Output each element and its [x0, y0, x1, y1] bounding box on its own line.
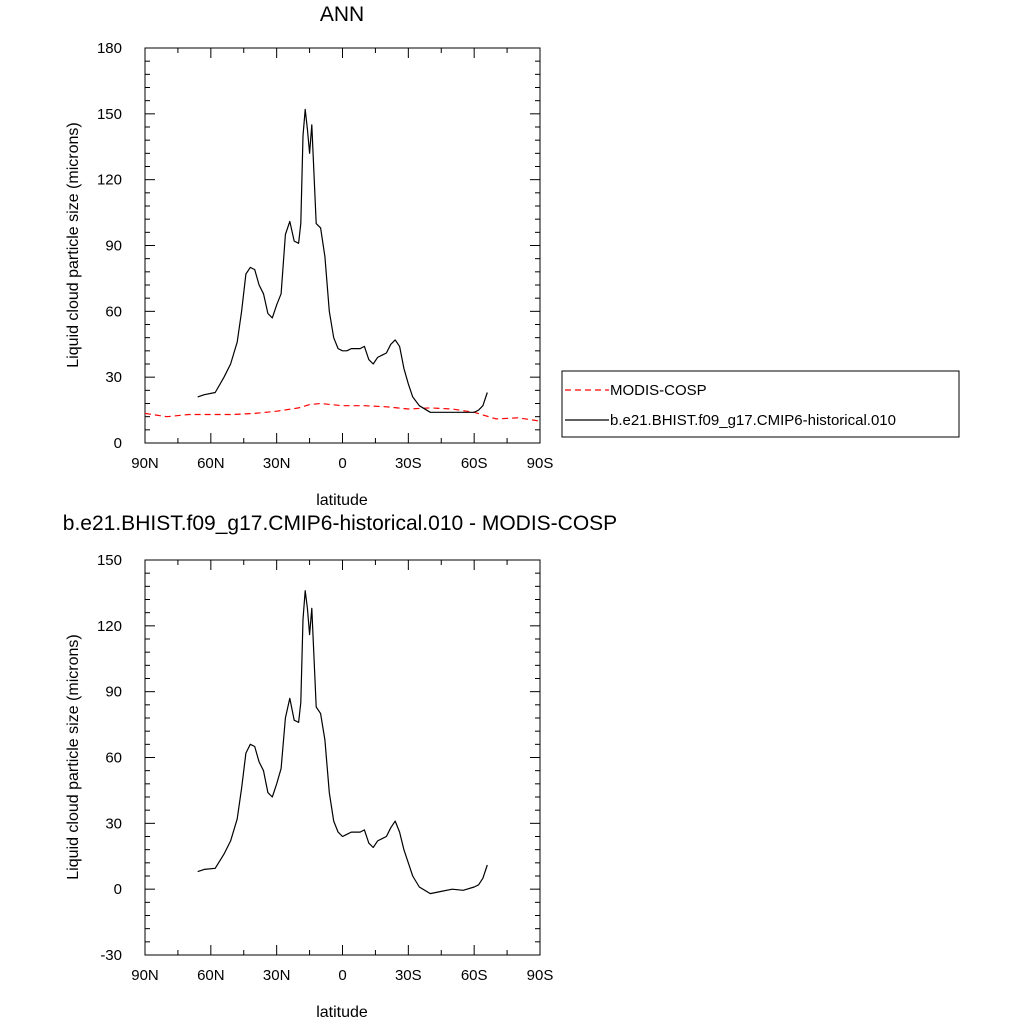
top-panel-ticks: [144, 47, 541, 444]
bottom-panel-x-axis-label: latitude: [316, 1004, 368, 1021]
y-tick-label: 30: [105, 815, 122, 832]
legend: MODIS-COSP b.e21.BHIST.f09_g17.CMIP6-his…: [561, 370, 960, 438]
legend-box: [561, 370, 960, 438]
x-tick-label: 30N: [263, 455, 291, 472]
y-tick-label: 0: [114, 435, 122, 452]
y-tick-label: 120: [97, 172, 122, 189]
x-tick-label: 0: [338, 455, 346, 472]
legend-label-model: b.e21.BHIST.f09_g17.CMIP6-historical.010: [610, 412, 896, 429]
x-tick-label: 30S: [395, 455, 422, 472]
y-tick-label: 90: [105, 684, 122, 701]
bottom-panel-series: [197, 590, 488, 895]
top-panel-y-axis-label: Liquid cloud particle size (microns): [65, 122, 82, 367]
legend-label-modis-cosp: MODIS-COSP: [610, 382, 707, 399]
series-line-model: [197, 590, 488, 895]
y-tick-label: 0: [114, 881, 122, 898]
x-tick-label: 90N: [131, 455, 159, 472]
top-panel-y-tick-labels: 0 30 60 90 120 150 180: [97, 40, 122, 452]
x-tick-label: 30S: [395, 967, 422, 984]
top-panel-title: ANN: [320, 3, 364, 26]
bottom-panel-line-chart: b.e21.BHIST.f09_g17.CMIP6-historical.010…: [63, 512, 617, 1021]
top-panel-x-axis-label: latitude: [316, 492, 368, 509]
top-panel-line-chart: ANN 90N 60N 30N 0 30S 60S 90S 0 30 60 90 120 150 180…: [65, 3, 553, 509]
y-tick-label: 90: [105, 238, 122, 255]
series-line-modis-cosp: [144, 402, 541, 422]
top-panel-series: [144, 108, 541, 422]
y-tick-label: -30: [100, 947, 122, 964]
x-tick-label: 0: [338, 967, 346, 984]
x-tick-label: 60N: [197, 455, 225, 472]
bottom-panel-ticks: [144, 559, 541, 956]
x-tick-label: 90S: [527, 455, 554, 472]
x-tick-label: 60N: [197, 967, 225, 984]
y-tick-label: 60: [105, 750, 122, 767]
y-tick-label: 180: [97, 40, 122, 57]
y-tick-label: 60: [105, 303, 122, 320]
x-tick-label: 30N: [263, 967, 291, 984]
series-line-model: [197, 108, 488, 413]
x-tick-label: 60S: [461, 967, 488, 984]
top-panel-x-tick-labels: 90N 60N 30N 0 30S 60S 90S: [131, 455, 553, 472]
x-tick-label: 90S: [527, 967, 554, 984]
bottom-panel-plot-frame: [144, 559, 541, 956]
y-tick-label: 120: [97, 618, 122, 635]
y-tick-label: 150: [97, 106, 122, 123]
y-tick-label: 150: [97, 552, 122, 569]
bottom-panel-y-axis-label: Liquid cloud particle size (microns): [65, 634, 82, 879]
bottom-panel-x-tick-labels: 90N 60N 30N 0 30S 60S 90S: [131, 967, 553, 984]
y-tick-label: 30: [105, 369, 122, 386]
x-tick-label: 90N: [131, 967, 159, 984]
x-tick-label: 60S: [461, 455, 488, 472]
top-panel-plot-frame: [144, 47, 541, 444]
bottom-panel-title: b.e21.BHIST.f09_g17.CMIP6-historical.010…: [63, 512, 617, 535]
bottom-panel-y-tick-labels: -30 0 30 60 90 120 150: [97, 552, 122, 964]
